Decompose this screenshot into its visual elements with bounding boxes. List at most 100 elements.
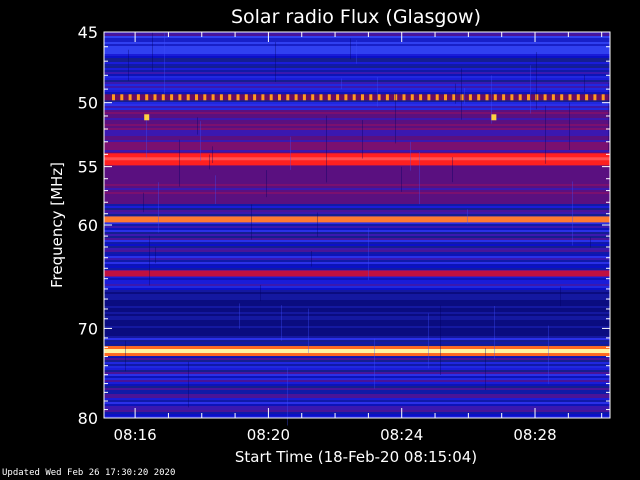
freq-row xyxy=(104,166,610,168)
freq-row xyxy=(104,168,610,170)
freq-row xyxy=(104,58,610,60)
freq-row xyxy=(104,88,610,90)
noise-streak xyxy=(395,92,396,144)
freq-row xyxy=(104,112,610,114)
freq-row xyxy=(104,44,610,46)
freq-row xyxy=(104,368,610,370)
noise-streak xyxy=(311,251,312,267)
freq-row xyxy=(104,340,610,342)
band-pulse xyxy=(435,94,439,101)
freq-row xyxy=(104,92,610,94)
noise-streak xyxy=(152,32,153,72)
band-pulse xyxy=(551,94,555,101)
freq-row xyxy=(104,386,610,388)
noise-streak xyxy=(440,305,441,376)
band-pulse xyxy=(269,94,273,101)
noise-streak xyxy=(317,212,318,237)
freq-row xyxy=(104,90,610,92)
freq-row xyxy=(104,392,610,394)
freq-row xyxy=(104,38,610,40)
band-pulse xyxy=(219,94,223,101)
freq-row xyxy=(104,140,610,142)
noise-streak xyxy=(455,83,456,104)
freq-row xyxy=(104,404,610,406)
freq-row xyxy=(104,134,610,136)
y-tick-label: 55 xyxy=(78,158,98,177)
freq-row xyxy=(104,338,610,340)
noise-streak xyxy=(590,237,591,248)
updated-timestamp: Updated Wed Feb 26 17:30:20 2020 xyxy=(2,468,176,478)
freq-row xyxy=(104,410,610,412)
freq-row xyxy=(104,144,610,146)
freq-row xyxy=(104,314,610,316)
freq-row xyxy=(104,138,610,140)
noise-streak xyxy=(215,175,216,205)
freq-row xyxy=(104,250,610,252)
freq-row xyxy=(104,370,610,372)
band-pulse xyxy=(186,94,190,101)
noise-streak xyxy=(356,40,357,64)
noise-streak xyxy=(212,146,213,164)
noise-streak xyxy=(572,181,573,246)
freq-row xyxy=(104,114,610,116)
x-tick-label: 08:28 xyxy=(513,426,556,444)
freq-row xyxy=(104,110,610,112)
freq-row xyxy=(104,80,610,82)
freq-row xyxy=(104,74,610,76)
freq-row xyxy=(104,64,610,66)
band-pulse xyxy=(161,94,165,101)
band-pulse xyxy=(510,94,514,101)
freq-row xyxy=(104,142,610,144)
freq-row xyxy=(104,40,610,42)
y-axis: 45 50 55 60 70 80 xyxy=(78,23,610,428)
noise-streak xyxy=(290,136,291,170)
emission-spot xyxy=(144,114,150,121)
freq-row xyxy=(104,198,610,200)
band-pulse xyxy=(427,94,431,101)
freq-row xyxy=(104,188,610,190)
band-pulse xyxy=(535,94,539,101)
freq-row xyxy=(104,66,610,68)
freq-row xyxy=(104,382,610,384)
freq-row xyxy=(104,226,610,228)
freq-row xyxy=(104,54,610,56)
noise-streak xyxy=(326,115,327,183)
freq-row xyxy=(104,416,610,418)
band-pulse xyxy=(377,94,381,101)
freq-row xyxy=(104,56,610,58)
freq-row xyxy=(104,106,610,108)
freq-row xyxy=(104,206,610,208)
freq-row xyxy=(104,356,610,358)
band-pulse xyxy=(585,94,589,101)
x-tick-label: 08:24 xyxy=(380,426,423,444)
freq-row xyxy=(104,238,610,240)
band-pulse xyxy=(361,94,364,101)
freq-row xyxy=(104,264,610,266)
freq-row xyxy=(104,46,610,48)
freq-row xyxy=(104,402,610,404)
freq-row xyxy=(104,180,610,182)
freq-row xyxy=(104,262,610,264)
freq-row xyxy=(104,194,610,196)
band-pulse xyxy=(203,94,207,101)
noise-streak xyxy=(179,139,180,187)
freq-row xyxy=(104,394,610,396)
band-pulse xyxy=(112,94,115,101)
emission-spots xyxy=(144,114,497,121)
freq-row xyxy=(104,186,610,188)
freq-row xyxy=(104,256,610,258)
band-pulse xyxy=(369,94,373,101)
band-pulse xyxy=(444,94,447,101)
freq-row xyxy=(104,294,610,296)
noise-streak xyxy=(275,42,276,82)
freq-row xyxy=(104,408,610,410)
freq-row xyxy=(104,246,610,248)
freq-row xyxy=(104,178,610,180)
noise-streak xyxy=(428,313,429,369)
freq-row xyxy=(104,34,610,36)
freq-row xyxy=(104,84,610,86)
freq-row xyxy=(104,322,610,324)
freq-row xyxy=(104,324,610,326)
freq-row xyxy=(104,126,610,128)
freq-row xyxy=(104,330,610,332)
